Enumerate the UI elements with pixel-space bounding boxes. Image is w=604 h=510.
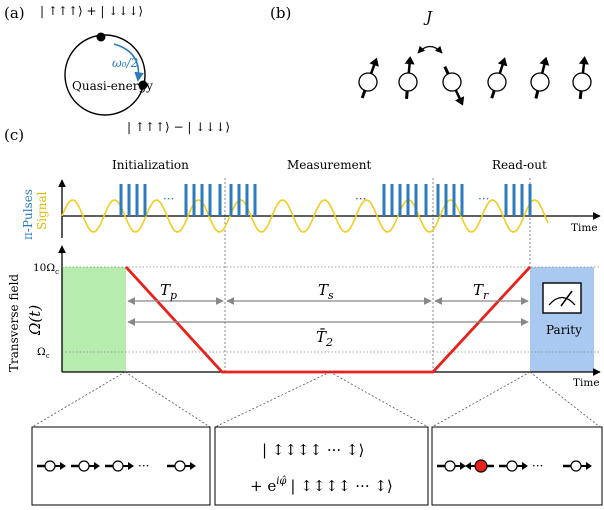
coupling-arrow-icon [417, 45, 443, 54]
y-tick-10omega: 10Ωc [33, 262, 59, 276]
box3-ellipsis: ··· [532, 459, 543, 473]
y-tick-omega-c: Ωc [37, 346, 50, 360]
t2-label: T̄2 [316, 328, 333, 349]
panel-c-label: (c) [4, 126, 24, 144]
box-measurement-state [214, 426, 429, 506]
spin-icon [487, 57, 508, 99]
phase-readout: Read-out [492, 158, 547, 172]
spin-chain [358, 56, 592, 106]
ts-label: Ts [318, 281, 334, 302]
top-time-label: Time [571, 222, 598, 234]
panel-a-label: (a) [4, 4, 25, 22]
spin-icon [442, 65, 465, 106]
spin-icon [358, 57, 379, 99]
rotation-arrow-icon [113, 43, 144, 82]
spin-icon [572, 56, 592, 100]
phase-initialization: Initialization [112, 158, 189, 172]
panel-b: (b) J [270, 4, 592, 106]
pulse-groups [119, 184, 532, 216]
state-dot-top [96, 32, 106, 42]
spin-right-icon [437, 460, 466, 472]
spin-right-icon [499, 460, 528, 472]
bottom-time-label: Time [573, 377, 600, 389]
parity-label: Parity [546, 323, 582, 337]
spin-right-icon [167, 460, 196, 472]
pulse-ellipsis: ··· [355, 192, 366, 206]
signal-ylabel: Signal [35, 191, 49, 230]
initial-spins: ··· [37, 459, 196, 473]
omega-ylabel: Ω(t) [26, 305, 44, 336]
phase-measurement: Measurement [287, 158, 371, 172]
spin-icon [530, 56, 550, 99]
readout-spins: ··· [437, 459, 592, 473]
panel-b-label: (b) [270, 4, 291, 22]
signal-wave [61, 199, 549, 233]
flipped-spin-icon [465, 459, 494, 473]
spin-right-icon [71, 460, 100, 472]
quasi-energy-circle [64, 34, 146, 116]
spin-right-icon [563, 460, 592, 472]
meter-needle-icon [560, 290, 573, 307]
pulses-ylabel: π-Pulses [21, 189, 35, 240]
top-state-label: | ↑↑↑⟩ + | ↓↓↓⟩ [40, 4, 143, 18]
transverse-field-ylabel: Transverse field [7, 274, 21, 372]
parity-meter-icon [542, 282, 582, 314]
coupling-label: J [423, 8, 433, 26]
state-dot-bottom [138, 80, 148, 90]
meter-arc-icon [548, 296, 576, 306]
ghz-ket-2: + eiφ̂ | ↕↕↕↕ ··· ↕⟩ [250, 476, 393, 495]
quasi-energy-label: Quasi-energy [72, 79, 153, 93]
spin-icon [398, 56, 418, 100]
pulse-ellipsis: ··· [478, 192, 489, 206]
tr-label: Tr [473, 281, 489, 302]
zoom-lines [31, 371, 601, 428]
box1-ellipsis: ··· [138, 459, 149, 473]
frequency-label: ω₀/2 [112, 56, 138, 70]
tp-label: Tp [160, 281, 177, 302]
bottom-state-label: | ↑↑↑⟩ − | ↓↓↓⟩ [127, 120, 230, 134]
ghz-ket-1: | ↕↕↕↕ ··· ↕⟩ [262, 441, 364, 459]
pulse-ellipsis: ··· [163, 192, 174, 206]
spin-right-icon [105, 460, 134, 472]
initialization-block [62, 267, 126, 372]
panel-a: (a) | ↑↑↑⟩ + | ↓↓↓⟩ ω₀/2 Quasi-energy | … [4, 4, 230, 134]
panel-c: (c) Initialization Measurement Read-out … [4, 126, 603, 506]
spin-right-icon [37, 460, 66, 472]
